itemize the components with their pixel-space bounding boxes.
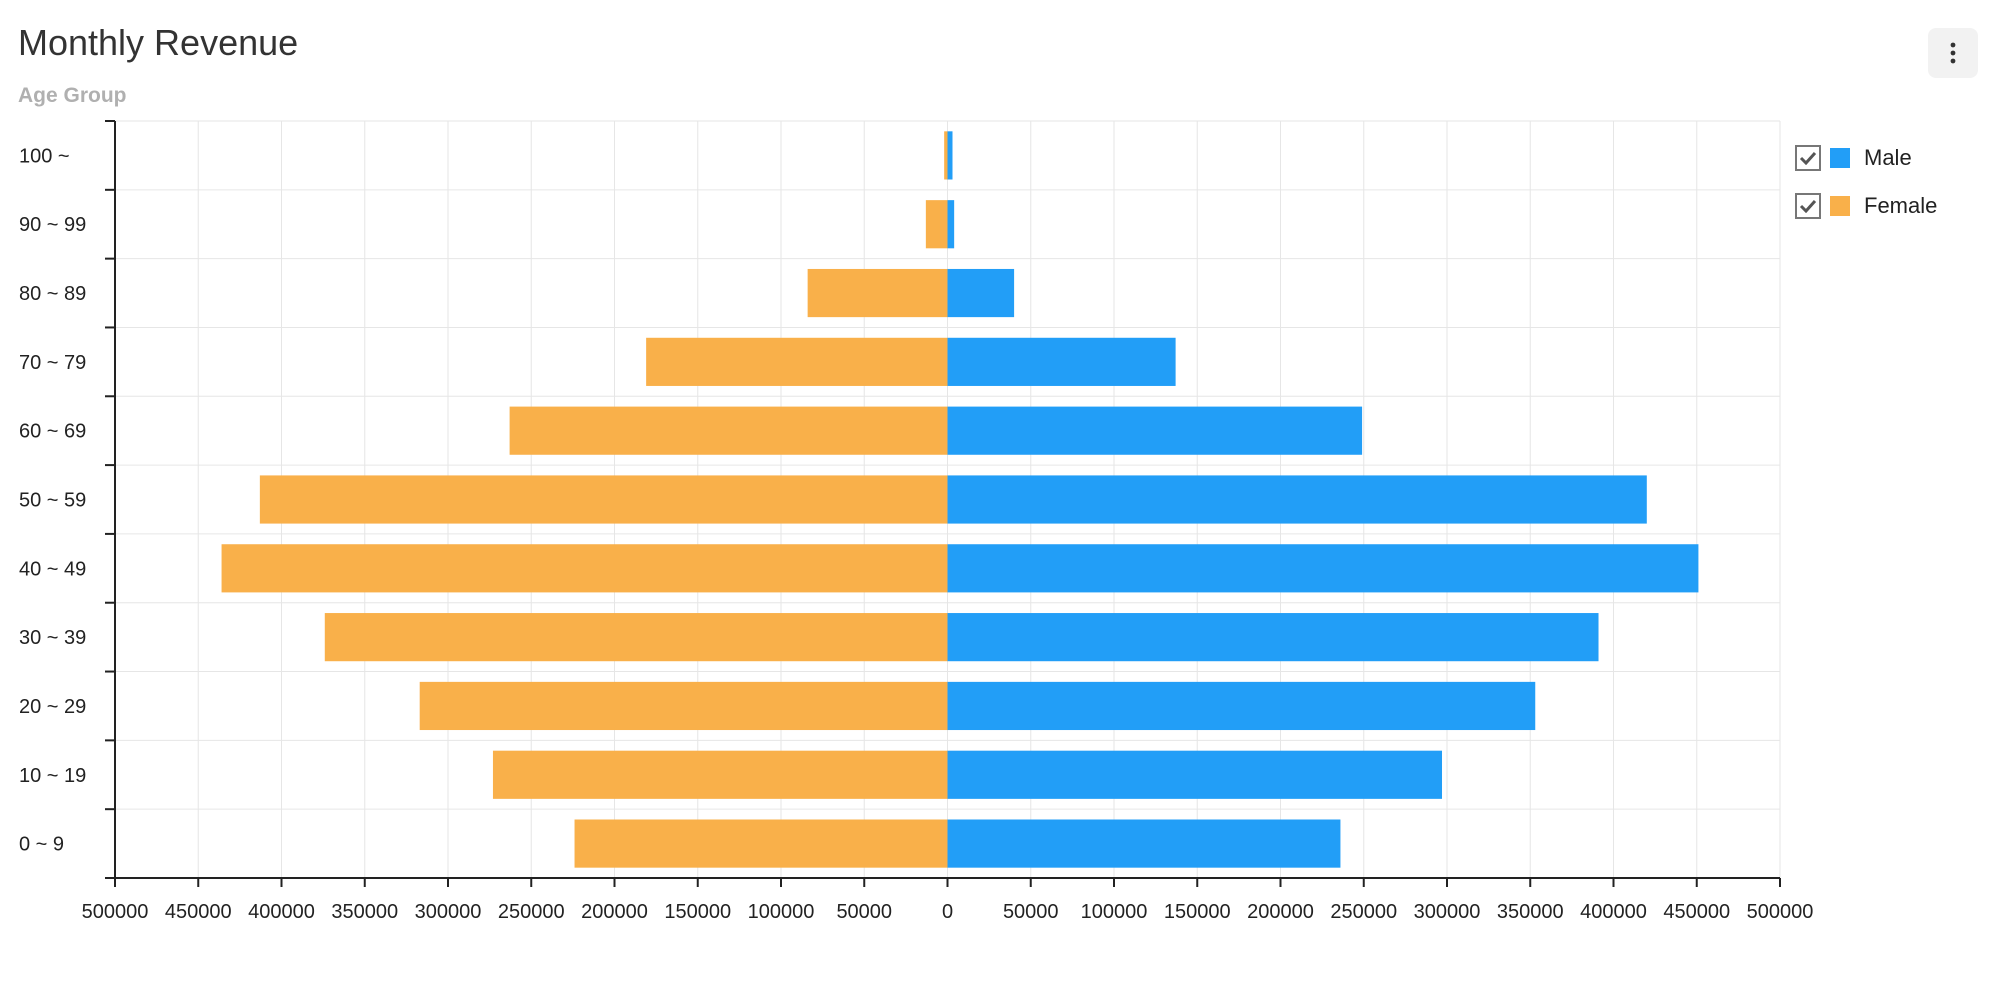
bar-male: [947, 406, 1363, 455]
bar-male: [947, 819, 1341, 868]
x-tick-label: 150000: [664, 901, 731, 923]
legend-label-male: Male: [1864, 145, 1912, 170]
x-tick-label: 50000: [1003, 901, 1059, 923]
bar-female: [944, 131, 948, 180]
y-tick-label: 20 ~ 29: [19, 696, 86, 718]
bar-male: [947, 475, 1647, 524]
x-tick-label: 100000: [1081, 901, 1148, 923]
bar-female: [259, 475, 948, 524]
bar-male: [947, 337, 1176, 386]
y-tick-label: 0 ~ 9: [19, 834, 64, 856]
x-tick-label: 450000: [165, 901, 232, 923]
chart-menu-button[interactable]: [1928, 28, 1978, 78]
y-tick-label: 10 ~ 19: [19, 765, 86, 787]
bar-male: [947, 544, 1699, 593]
bar-female: [492, 750, 948, 799]
x-tick-label: 400000: [1580, 901, 1647, 923]
y-tick-label: 60 ~ 69: [19, 421, 86, 443]
legend-checkbox-female[interactable]: [1795, 193, 1821, 219]
bar-female: [324, 613, 948, 662]
y-tick-label: 70 ~ 79: [19, 352, 86, 374]
bar-male: [947, 268, 1015, 318]
x-tick-label: 50000: [836, 901, 892, 923]
x-tick-label: 250000: [498, 901, 565, 923]
x-tick-label: 200000: [1247, 901, 1314, 923]
y-tick-label: 50 ~ 59: [19, 490, 86, 512]
bar-male: [947, 200, 955, 249]
y-tick-label: 30 ~ 39: [19, 627, 86, 649]
x-tick-label: 450000: [1663, 901, 1730, 923]
bar-female: [221, 544, 948, 593]
legend-checkbox-male[interactable]: [1795, 145, 1821, 171]
bar-female: [419, 681, 948, 731]
x-tick-label: 500000: [82, 901, 149, 923]
x-tick-label: 500000: [1747, 901, 1814, 923]
bar-female: [509, 406, 948, 455]
x-tick-label: 0: [942, 901, 953, 923]
bar-male: [947, 750, 1443, 799]
x-tick-label: 150000: [1164, 901, 1231, 923]
y-axis-title: Age Group: [18, 84, 127, 107]
chart-legend: Male Female: [1795, 144, 1937, 240]
x-tick-label: 250000: [1330, 901, 1397, 923]
y-tick-label: 80 ~ 89: [19, 283, 86, 305]
x-tick-label: 400000: [248, 901, 315, 923]
legend-swatch-female: [1830, 196, 1850, 216]
y-tick-label: 90 ~ 99: [19, 214, 86, 236]
x-tick-label: 200000: [581, 901, 648, 923]
bar-male: [947, 681, 1536, 731]
legend-swatch-male: [1830, 148, 1850, 168]
y-tick-label: 100 ~: [19, 145, 70, 167]
bar-female: [574, 819, 948, 868]
more-vertical-icon: [1950, 42, 1956, 64]
legend-label-female: Female: [1864, 193, 1938, 218]
x-tick-label: 350000: [1497, 901, 1564, 923]
chart-title: Monthly Revenue: [18, 22, 299, 63]
bar-male: [947, 613, 1599, 662]
x-tick-label: 300000: [1414, 901, 1481, 923]
checkmark-icon: [1799, 151, 1817, 165]
bar-female: [925, 200, 948, 249]
legend-item-female[interactable]: Female: [1795, 192, 1937, 220]
x-tick-label: 300000: [415, 901, 482, 923]
bar-male: [947, 131, 953, 180]
legend-item-male[interactable]: Male: [1795, 144, 1937, 172]
x-tick-label: 350000: [331, 901, 398, 923]
y-tick-label: 40 ~ 49: [19, 558, 86, 580]
x-tick-label: 100000: [748, 901, 815, 923]
bar-female: [646, 337, 948, 386]
bar-female: [807, 268, 948, 318]
checkmark-icon: [1799, 199, 1817, 213]
